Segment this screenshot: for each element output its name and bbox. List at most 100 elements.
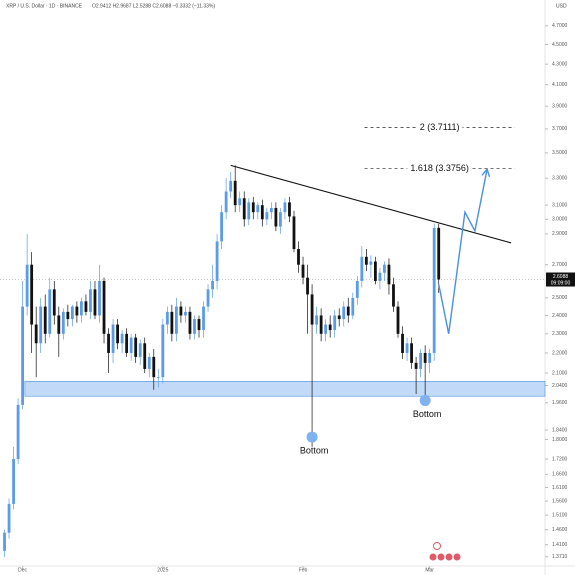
candle-body — [30, 264, 34, 325]
candle-body — [229, 180, 233, 192]
candle-body — [98, 280, 101, 316]
candle-body — [351, 297, 355, 316]
candle-body — [34, 324, 38, 344]
y-tick-label: 1.4100 — [552, 542, 568, 548]
candle-body — [324, 324, 328, 334]
y-tick-label: 4.7000 — [552, 23, 568, 29]
candle-body — [12, 459, 15, 504]
candle-body — [224, 191, 228, 213]
candle-body — [138, 343, 142, 357]
fib-label: 2 (3.7111) — [420, 122, 460, 132]
candle-body — [43, 306, 47, 334]
x-tick-label: Mar — [425, 567, 434, 573]
ohlc-readout: O2.9412 H2.9687 L2.5288 C2.6088 −0.3332 … — [92, 3, 215, 9]
projection-path — [438, 169, 488, 334]
candle-body — [315, 315, 318, 325]
fib-label-bg — [407, 162, 472, 173]
candle-body — [346, 306, 350, 316]
candle-body — [337, 315, 341, 320]
bottom-label: Bottom — [300, 445, 329, 455]
y-tick-label: 1.6100 — [552, 485, 568, 491]
projection-arrowhead — [481, 167, 491, 178]
candle-body — [333, 315, 337, 331]
candle-body — [360, 256, 364, 281]
candle-body — [220, 212, 224, 242]
candle-body — [39, 306, 43, 344]
candle-body — [310, 294, 314, 325]
y-tick-label: 1.8400 — [552, 427, 568, 433]
y-tick-label: 1.7200 — [552, 456, 568, 462]
fib-label: 1.618 (3.3756) — [410, 163, 469, 173]
candle-body — [129, 337, 133, 353]
candle-body — [306, 277, 309, 295]
candle-body — [432, 228, 436, 353]
candle-body — [66, 311, 70, 320]
y-tick-label: 2.5000 — [552, 295, 568, 301]
candle-body — [405, 343, 409, 353]
candle-body — [84, 301, 88, 312]
candle-body — [423, 352, 427, 363]
price-tag — [546, 272, 575, 287]
y-tick-label: 3.5000 — [552, 150, 568, 156]
y-tick-label: 2.7000 — [552, 262, 568, 268]
candle-body — [215, 241, 219, 281]
x-tick-label: 2025 — [157, 567, 168, 573]
y-tick-label: 1.4600 — [552, 527, 568, 533]
x-tick-label: Dec — [18, 567, 27, 573]
support-zone — [24, 381, 546, 397]
chart-title: XRP / U.S. Dollar · 1D · BINANCE — [6, 3, 83, 9]
y-tick-label: 2.2000 — [552, 350, 568, 356]
candle-body — [170, 311, 174, 334]
candle-body — [428, 352, 432, 363]
candle-body — [89, 289, 92, 312]
trendline — [230, 164, 512, 244]
candle-body — [193, 319, 196, 334]
y-tick-label: 3.0000 — [552, 217, 568, 223]
y-tick-label: 3.9000 — [552, 104, 568, 110]
alert-icons — [429, 542, 461, 561]
candle-body — [161, 324, 165, 378]
candle-body — [437, 227, 441, 280]
y-tick-label: 3.7000 — [552, 126, 568, 132]
y-tick-label: 2.9000 — [552, 231, 568, 237]
candle-body — [75, 306, 79, 316]
candle-body — [419, 352, 423, 369]
candle-body — [125, 333, 129, 353]
candle-body — [102, 280, 106, 334]
candle-body — [80, 301, 83, 316]
fib-label-bg — [416, 121, 463, 132]
candle-body — [342, 306, 346, 320]
candle-body — [383, 264, 386, 273]
candle-body — [202, 306, 205, 331]
candle-body — [378, 272, 382, 281]
candle-body — [233, 180, 237, 206]
candle-body — [283, 202, 287, 213]
candle-body — [297, 249, 300, 265]
candle-body — [387, 264, 391, 285]
candle-body — [364, 256, 368, 265]
y-tick-label: 1.5100 — [552, 512, 568, 518]
candle-body — [120, 333, 124, 344]
x-tick-label: Feb — [299, 567, 308, 573]
candle-body — [288, 202, 291, 217]
candle-body — [251, 202, 255, 213]
candle-body — [247, 202, 251, 220]
candle-body — [188, 311, 192, 334]
candle-body — [147, 356, 151, 369]
candle-body — [242, 198, 246, 220]
price-tag-label: 2.6088 — [553, 274, 569, 280]
candle-body — [174, 306, 178, 334]
y-tick-label: 1.3710 — [552, 554, 568, 560]
candle-body — [7, 503, 11, 533]
candle-body — [392, 284, 395, 307]
candle-body — [116, 324, 119, 344]
candle-body — [369, 261, 373, 265]
candle-body — [292, 216, 296, 250]
candle-body — [355, 280, 359, 298]
candle-body — [184, 311, 187, 316]
y-tick-label: 2.3000 — [552, 331, 568, 337]
candle-body — [319, 315, 323, 334]
y-tick-label: 4.5000 — [552, 42, 568, 48]
candle-body — [197, 319, 201, 331]
